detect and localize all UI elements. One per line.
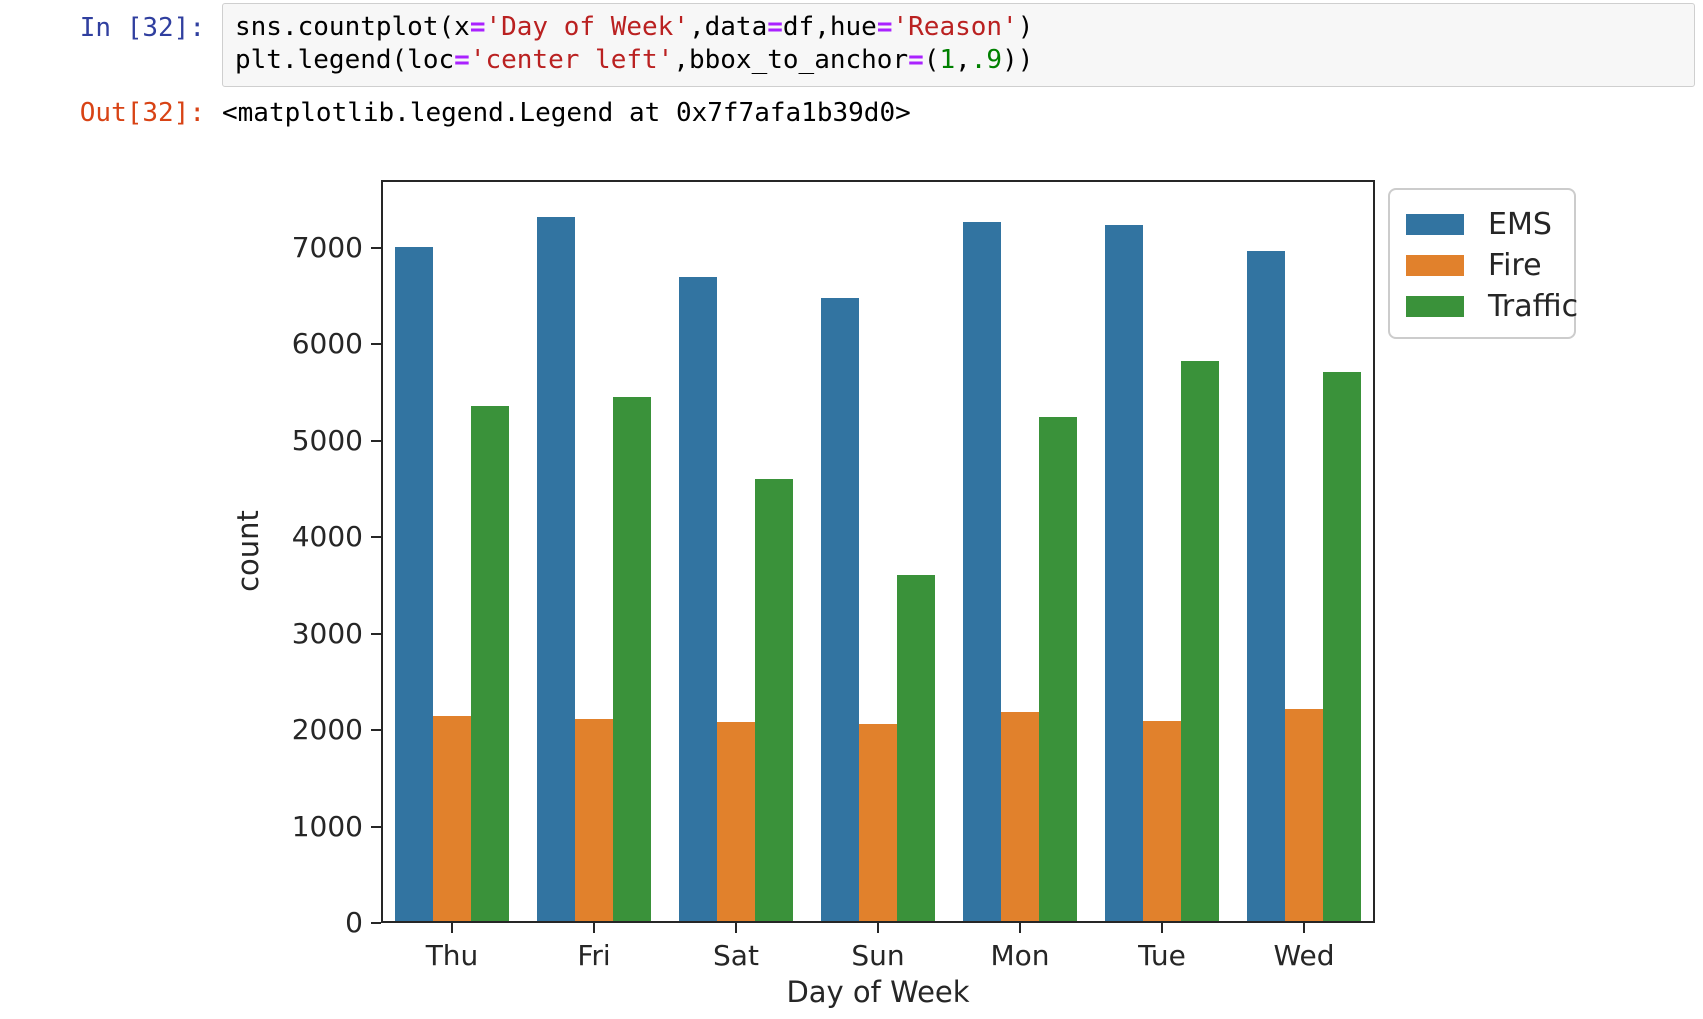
code-token: )) — [1002, 45, 1034, 75]
code-token: = — [908, 45, 924, 75]
y-tick-label: 5000 — [291, 423, 363, 457]
legend-swatch-traffic — [1406, 296, 1464, 317]
bar-ems-wed — [1247, 251, 1286, 921]
x-axis-title: Day of Week — [786, 975, 970, 1009]
x-tick-label: Fri — [577, 939, 611, 972]
code-token: sns.countplot(x — [235, 12, 470, 42]
y-tick-mark — [371, 922, 381, 924]
code-line-2: plt.legend(loc='center left',bbox_to_anc… — [235, 44, 1694, 77]
bar-traffic-thu — [470, 405, 509, 921]
y-tick-mark — [371, 632, 381, 635]
legend-row-fire: Fire — [1406, 245, 1554, 286]
bar-ems-thu — [395, 246, 434, 921]
x-tick-label: Tue — [1138, 939, 1186, 972]
bar-fire-tue — [1143, 721, 1181, 921]
bar-ems-tue — [1105, 225, 1144, 921]
code-token: 'Day of Week' — [485, 12, 689, 42]
y-tick-mark — [371, 246, 381, 249]
bar-fire-fri — [575, 719, 613, 921]
x-tick-mark — [1019, 923, 1021, 933]
bar-fire-thu — [433, 715, 471, 921]
legend-swatch-fire — [1406, 255, 1464, 276]
y-axis-title: count — [231, 509, 265, 592]
bar-ems-fri — [537, 216, 576, 921]
code-token: = — [454, 45, 470, 75]
code-token: 1 — [939, 45, 956, 75]
y-tick-mark — [371, 536, 381, 539]
legend-label-traffic: Traffic — [1488, 289, 1579, 324]
bar-fire-wed — [1285, 708, 1323, 921]
code-token: ) — [1017, 12, 1034, 42]
code-lines: sns.countplot(x='Day of Week',data=df,hu… — [235, 11, 1694, 77]
code-token: ,bbox_to_anchor — [673, 45, 909, 75]
y-tick-label: 1000 — [291, 809, 363, 843]
code-token: = — [876, 12, 893, 42]
bar-traffic-sun — [896, 574, 935, 921]
code-token: , — [955, 45, 971, 75]
output-repr-text: <matplotlib.legend.Legend at 0x7f7afa1b3… — [222, 98, 911, 128]
legend-row-traffic: Traffic — [1406, 286, 1578, 327]
y-tick-mark — [371, 343, 381, 346]
x-tick-mark — [877, 923, 879, 933]
x-tick-label: Sat — [713, 939, 759, 972]
y-tick-label: 7000 — [291, 230, 363, 264]
y-tick-label: 2000 — [291, 713, 363, 746]
bar-fire-sat — [717, 722, 755, 921]
code-token: .9 — [970, 45, 1003, 75]
legend-label-fire: Fire — [1488, 248, 1542, 283]
x-tick-label: Wed — [1273, 939, 1335, 972]
code-token: 'center left' — [469, 45, 674, 75]
bar-ems-sat — [679, 277, 718, 921]
bar-ems-mon — [963, 222, 1002, 921]
y-tick-label: 0 — [345, 906, 363, 939]
bar-traffic-sat — [754, 479, 793, 921]
x-tick-mark — [735, 923, 737, 933]
legend-label-ems: EMS — [1488, 207, 1552, 242]
chart-legend: EMS Fire Traffic — [1388, 188, 1578, 339]
x-tick-mark — [1303, 923, 1305, 933]
x-tick-label: Sun — [851, 939, 905, 972]
y-tick-label: 4000 — [291, 520, 363, 554]
code-token: = — [767, 12, 783, 42]
code-token: plt.legend(loc — [235, 45, 455, 75]
legend-swatch-ems — [1406, 214, 1464, 235]
bar-fire-sun — [859, 724, 897, 921]
x-tick-label: Mon — [990, 939, 1050, 972]
bar-ems-sun — [821, 297, 860, 921]
x-tick-mark — [593, 923, 595, 933]
code-token: df,hue — [782, 12, 877, 42]
bar-traffic-wed — [1322, 372, 1361, 921]
code-token: ,data — [688, 12, 768, 42]
y-tick-mark — [371, 825, 381, 828]
x-tick-label: Thu — [425, 939, 479, 972]
code-token: = — [469, 12, 486, 42]
input-prompt: In [32]: — [79, 13, 205, 43]
code-line-1: sns.countplot(x='Day of Week',data=df,hu… — [235, 11, 1694, 44]
bar-traffic-tue — [1180, 361, 1219, 921]
code-editor[interactable]: sns.countplot(x='Day of Week',data=df,hu… — [222, 3, 1695, 87]
y-tick-mark — [371, 729, 381, 731]
code-token: 'Reason' — [892, 12, 1018, 42]
bar-traffic-fri — [612, 397, 651, 921]
y-tick-mark — [371, 439, 381, 442]
x-tick-mark — [451, 923, 453, 933]
output-prompt: Out[32]: — [79, 98, 205, 128]
legend-row-ems: EMS — [1406, 204, 1554, 245]
bar-traffic-mon — [1038, 417, 1077, 921]
bar-fire-mon — [1001, 711, 1039, 921]
y-tick-label: 6000 — [291, 327, 363, 361]
code-token: ( — [923, 45, 940, 75]
y-tick-label: 3000 — [291, 616, 363, 650]
x-tick-mark — [1161, 923, 1163, 933]
